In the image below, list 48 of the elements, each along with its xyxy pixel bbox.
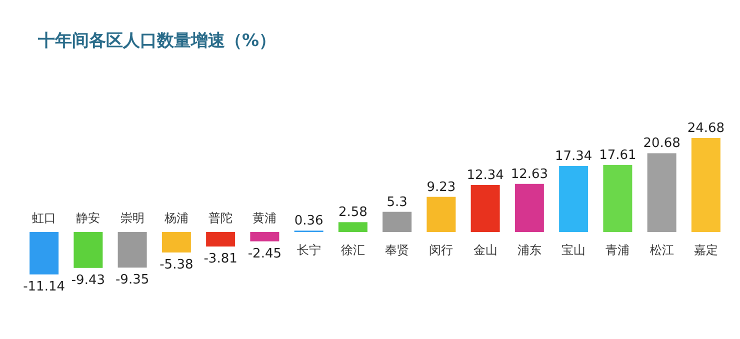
x-tick-label: 徐汇: [340, 243, 365, 257]
data-label: -2.45: [248, 246, 282, 262]
x-tick-label: 金山: [473, 243, 498, 257]
data-label: 2.58: [338, 205, 368, 220]
bar: [426, 196, 456, 232]
data-label: 0.36: [294, 214, 324, 229]
data-label: 9.23: [426, 180, 456, 195]
data-label: 12.34: [466, 168, 504, 183]
bar: [514, 184, 544, 232]
data-label: 12.63: [510, 166, 548, 182]
x-tick-label: 虹口: [32, 211, 56, 225]
data-label: -11.14: [23, 279, 66, 294]
bar: [250, 232, 280, 242]
x-tick-label: 奉贤: [385, 243, 410, 257]
x-tick-label: 杨浦: [163, 211, 188, 225]
bar: [382, 212, 412, 232]
data-label: 17.61: [599, 148, 636, 163]
bar: [338, 222, 368, 232]
x-tick-label: 松江: [650, 243, 674, 257]
x-tick-label: 黄浦: [252, 211, 277, 225]
bar: [603, 164, 632, 232]
x-tick-label: 宝山: [562, 243, 586, 257]
data-label: 5.3: [386, 194, 408, 210]
bar: [647, 153, 676, 232]
x-tick-label: 长宁: [296, 243, 321, 257]
data-label: -9.35: [115, 272, 150, 288]
chart-title: 十年间各区人口数量增速（%）: [37, 31, 276, 51]
bar: [118, 232, 147, 268]
bar: [162, 232, 191, 252]
x-tick-label: 崇明: [120, 211, 144, 225]
x-tick-label: 静安: [76, 211, 100, 225]
bar: [206, 232, 236, 247]
data-label: -9.43: [71, 272, 106, 288]
data-label: 20.68: [643, 136, 680, 152]
bar: [470, 185, 500, 232]
bar: [30, 232, 59, 274]
x-tick-label: 青浦: [606, 243, 630, 257]
data-label: 24.68: [687, 121, 725, 136]
bar: [559, 166, 588, 232]
bar: [74, 232, 103, 268]
x-tick-label: 浦东: [517, 243, 542, 257]
x-tick-label: 闵行: [429, 243, 454, 257]
data-label: -3.81: [204, 252, 238, 267]
x-tick-label: 普陀: [208, 211, 233, 225]
bar: [691, 138, 720, 232]
data-label: -5.38: [160, 257, 194, 272]
data-label: 17.34: [554, 148, 592, 164]
x-tick-label: 嘉定: [694, 243, 718, 257]
